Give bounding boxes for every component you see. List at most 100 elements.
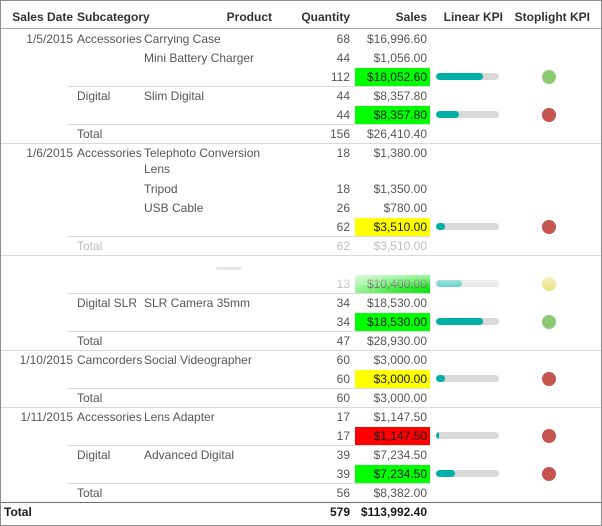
stoplight-red-indicator	[542, 466, 556, 481]
grand-total-row[interactable]: Total 579 $113,992.40	[1, 502, 601, 521]
total-row[interactable]: Total 60 $3,000.00	[1, 388, 601, 407]
stoplight-cell	[505, 371, 593, 386]
subtotal-row[interactable]: 44 $8,357.80	[1, 105, 601, 124]
stoplight-cell	[505, 143, 593, 145]
product-cell: Lens Adapter	[144, 409, 215, 424]
quantity-cell: 39	[336, 447, 350, 462]
subtotal-row[interactable]: 60 $3,000.00	[1, 369, 601, 388]
linear-kpi-cell	[430, 318, 505, 325]
table-row[interactable]: Tripod 18 $1,350.00	[1, 179, 601, 198]
total-row[interactable]: Total 62 $3,510.00	[1, 236, 601, 255]
quantity-cell: 56	[336, 485, 350, 500]
column-header-stoplight-kpi[interactable]: Stoplight KPI	[514, 10, 590, 24]
subtotal-row[interactable]: 17 $1,147.50	[1, 426, 601, 445]
quantity-cell: 44	[336, 107, 350, 122]
subcategory-cell: Accessories	[77, 146, 142, 160]
column-header-linear-kpi[interactable]: Linear KPI	[443, 10, 503, 24]
kpi-bar-track	[436, 280, 499, 287]
quantity-cell: 17	[336, 409, 350, 424]
sales-cell: $3,000.00	[355, 369, 430, 388]
product-cell: Slim Digital	[144, 88, 205, 103]
quantity-cell: 44	[336, 50, 350, 65]
stoplight-cell	[505, 314, 593, 329]
subtotal-row[interactable]: 34 $18,530.00	[1, 312, 601, 331]
sales-cell: $8,357.80	[355, 105, 430, 124]
linear-kpi-cell	[430, 143, 505, 145]
quantity-cell: 68	[336, 31, 350, 46]
table-row[interactable]: USB Cable 26 $780.00	[1, 198, 601, 217]
subcategory-cell: Digital SLR	[77, 295, 138, 310]
subtotal-row[interactable]: 13 $10,400.00	[1, 274, 601, 293]
total-label: Total	[77, 390, 103, 405]
table-row[interactable]: Digital Advanced Digital 39 $7,234.50	[1, 445, 601, 464]
column-header-sales-date[interactable]: Sales Date	[12, 10, 73, 24]
sales-date-cell: 1/5/2015	[26, 31, 73, 46]
table-row[interactable]: 1/10/2015 Camcorders Social Videographer 60…	[1, 350, 601, 369]
sales-cell: $1,147.50	[355, 426, 430, 445]
column-header-sales[interactable]: Sales	[395, 10, 427, 24]
quantity-cell: 47	[336, 333, 350, 348]
stoplight-cell	[505, 276, 593, 291]
sales-cell: $28,930.00	[366, 333, 427, 348]
subcategory-cell: Digital	[77, 447, 111, 462]
table-row[interactable]: Digital Slim Digital 44 $8,357.80	[1, 86, 601, 105]
subtotal-row[interactable]: 39 $7,234.50	[1, 464, 601, 483]
table-body: 1/5/2015 Accessories Carrying Case 68 $16,99…	[1, 29, 601, 502]
sales-cell: $8,357.80	[373, 88, 427, 103]
quantity-cell: 18	[336, 146, 350, 160]
stoplight-green-indicator	[542, 314, 556, 329]
total-row[interactable]: Total 47 $28,930.00	[1, 331, 601, 350]
quantity-cell: 34	[336, 314, 350, 329]
sales-cell: $1,380.00	[373, 146, 427, 160]
total-row[interactable]: Total 156 $26,410.40	[1, 124, 601, 143]
quantity-cell: 62	[336, 238, 350, 253]
subtotal-row[interactable]: 62 $3,510.00	[1, 217, 601, 236]
stoplight-red-indicator	[542, 107, 556, 122]
kpi-bar-track	[436, 432, 499, 439]
sales-cell: $780.00	[383, 200, 427, 215]
column-header-quantity[interactable]: Quantity	[301, 10, 350, 24]
linear-kpi-cell	[430, 432, 505, 439]
kpi-bar-fill	[436, 73, 484, 80]
subcategory-cell: Digital	[77, 88, 111, 103]
faded-artifact	[216, 267, 242, 270]
product-cell: Mini Battery Charger	[144, 50, 255, 65]
grand-total-label: Total	[4, 505, 32, 519]
subtotal-row[interactable]: 112 $18,052.60	[1, 67, 601, 86]
table-row[interactable]: Mini Battery Charger 44 $1,056.00	[1, 48, 601, 67]
quantity-cell: 44	[336, 88, 350, 103]
total-row[interactable]: Total 56 $8,382.00	[1, 483, 601, 502]
table-row[interactable]: Digital SLR SLR Camera 35mm 34 $18,530.00	[1, 293, 601, 312]
grand-total-sales: $113,992.40	[360, 505, 427, 519]
column-header-subcategory[interactable]: Subcategory	[77, 10, 150, 24]
table-row[interactable]: 1/11/2015 Accessories Lens Adapter 17 $1,147…	[1, 407, 601, 426]
subcategory-cell: Camcorders	[77, 352, 143, 367]
quantity-cell: 18	[336, 181, 350, 196]
sales-cell: $8,382.00	[373, 485, 427, 500]
quantity-cell: 156	[329, 126, 350, 141]
stoplight-red-indicator	[542, 371, 556, 386]
product-cell: Social Videographer	[144, 352, 252, 367]
quantity-cell: 17	[336, 428, 350, 443]
product-cell: Carrying Case	[144, 31, 221, 46]
stoplight-cell	[505, 219, 593, 234]
table-row[interactable]: 1/5/2015 Accessories Carrying Case 68 $16,99…	[1, 29, 601, 48]
quantity-cell: 62	[336, 219, 350, 234]
kpi-bar-fill	[436, 470, 455, 477]
column-header-product[interactable]: Product	[226, 10, 272, 24]
stoplight-red-indicator	[542, 219, 556, 234]
quantity-cell: 60	[336, 352, 350, 367]
quantity-cell: 112	[330, 69, 350, 84]
stoplight-yellow-indicator	[542, 276, 556, 291]
kpi-bar-fill	[436, 318, 484, 325]
faded-spacer-row	[1, 255, 601, 274]
sales-cell: $1,350.00	[373, 181, 427, 196]
product-cell: Advanced Digital	[144, 447, 235, 462]
sales-cell: $3,000.00	[373, 390, 427, 405]
sales-cell: $3,000.00	[373, 352, 427, 367]
sales-cell: $1,147.50	[373, 409, 427, 424]
table-row[interactable]: 1/6/2015 Accessories Telephoto Conversion …	[1, 143, 601, 179]
quantity-cell: 13	[336, 276, 350, 291]
kpi-bar-fill	[436, 432, 440, 439]
product-cell: USB Cable	[144, 200, 204, 215]
